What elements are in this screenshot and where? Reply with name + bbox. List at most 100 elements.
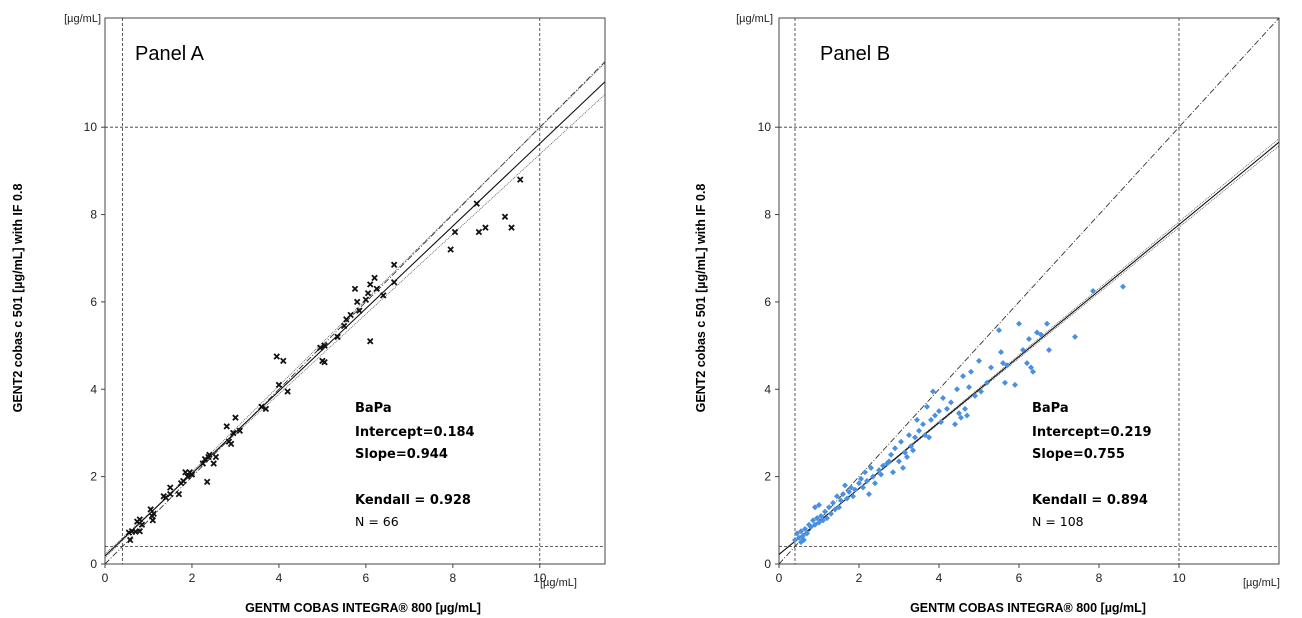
stats-kendall: Kendall = 0.928 bbox=[355, 493, 471, 508]
x-unit-label: [µg/mL] bbox=[1243, 577, 1280, 589]
data-point bbox=[900, 464, 906, 471]
data-point bbox=[362, 296, 370, 303]
data-point bbox=[844, 495, 850, 502]
data-point bbox=[804, 530, 810, 537]
data-point bbox=[816, 502, 822, 509]
y-tick-label: 4 bbox=[764, 382, 771, 396]
y-axis-label: GENT2 cobas c 501 [µg/mL] with IF 0.8 bbox=[11, 184, 25, 413]
data-point bbox=[232, 414, 239, 421]
data-point bbox=[800, 532, 806, 539]
data-point bbox=[932, 412, 938, 419]
data-point bbox=[236, 427, 244, 435]
data-point bbox=[206, 451, 213, 459]
data-point bbox=[930, 388, 936, 395]
data-point bbox=[356, 307, 363, 314]
data-point bbox=[273, 353, 280, 360]
data-point bbox=[814, 515, 820, 522]
data-point bbox=[351, 285, 359, 293]
data-point bbox=[914, 416, 920, 423]
data-point bbox=[862, 469, 868, 476]
data-point bbox=[223, 423, 230, 430]
x-tick-label: 8 bbox=[1096, 571, 1103, 585]
data-point bbox=[373, 285, 380, 293]
data-point bbox=[848, 484, 854, 491]
data-point bbox=[952, 421, 958, 428]
data-point bbox=[902, 449, 908, 456]
data-point bbox=[876, 467, 882, 474]
y-tick-label: 6 bbox=[90, 295, 97, 309]
y-tick-label: 0 bbox=[90, 557, 97, 571]
panel-title: Panel B bbox=[820, 43, 890, 65]
data-point bbox=[802, 526, 808, 533]
data-point bbox=[820, 517, 826, 524]
identity-line bbox=[105, 61, 605, 564]
ci-upper-line bbox=[105, 62, 605, 559]
data-point bbox=[1012, 381, 1018, 388]
data-point bbox=[340, 322, 348, 330]
data-point bbox=[199, 460, 207, 467]
data-point bbox=[812, 504, 818, 511]
stats-n: N = 66 bbox=[355, 514, 399, 529]
data-point bbox=[984, 379, 990, 386]
y-unit-label: [µg/mL] bbox=[64, 13, 101, 25]
x-axis-label: GENTM COBAS INTEGRA® 800 [µg/mL] bbox=[245, 601, 481, 615]
y-tick-label: 2 bbox=[90, 470, 97, 484]
data-point bbox=[188, 471, 196, 478]
data-point bbox=[880, 462, 886, 469]
data-point bbox=[258, 403, 265, 410]
data-point bbox=[912, 434, 918, 441]
data-point bbox=[1028, 364, 1034, 371]
data-point bbox=[812, 521, 818, 528]
data-point bbox=[904, 453, 910, 460]
data-point bbox=[826, 504, 832, 511]
x-tick-label: 4 bbox=[276, 571, 283, 585]
data-point bbox=[856, 480, 862, 487]
data-point bbox=[906, 432, 912, 439]
data-point bbox=[822, 508, 828, 515]
data-point bbox=[364, 289, 372, 297]
data-point bbox=[824, 515, 830, 522]
data-point bbox=[380, 292, 387, 299]
data-point bbox=[908, 443, 914, 450]
data-point bbox=[343, 316, 350, 323]
data-point bbox=[501, 213, 509, 220]
data-point bbox=[447, 246, 454, 253]
x-tick-label: 2 bbox=[189, 571, 196, 585]
data-point bbox=[898, 438, 904, 445]
panel-title: Panel A bbox=[135, 43, 205, 65]
data-point bbox=[482, 224, 489, 231]
data-point bbox=[275, 381, 283, 389]
data-point bbox=[203, 478, 211, 486]
data-point bbox=[834, 493, 840, 500]
data-point bbox=[968, 368, 974, 375]
x-tick-label: 4 bbox=[936, 571, 943, 585]
y-axis-label: GENT2 cobas c 501 [µg/mL] with IF 0.8 bbox=[694, 184, 708, 413]
x-axis-label: GENTM COBAS INTEGRA® 800 [µg/mL] bbox=[910, 601, 1146, 615]
data-point bbox=[1072, 333, 1078, 340]
data-point bbox=[846, 488, 852, 495]
y-tick-label: 8 bbox=[764, 208, 771, 222]
data-point bbox=[230, 429, 237, 437]
data-point bbox=[516, 176, 524, 183]
data-point bbox=[964, 412, 970, 419]
data-point bbox=[838, 497, 844, 504]
data-point bbox=[210, 460, 217, 467]
data-point bbox=[1034, 329, 1040, 336]
data-point bbox=[262, 405, 270, 413]
y-tick-label: 4 bbox=[90, 382, 97, 396]
data-point bbox=[954, 386, 960, 393]
plot-frame bbox=[104, 17, 606, 565]
data-point bbox=[816, 519, 822, 526]
data-point bbox=[892, 445, 898, 452]
data-point bbox=[280, 357, 287, 365]
y-tick-label: 6 bbox=[764, 295, 771, 309]
x-tick-label: 8 bbox=[449, 571, 456, 585]
data-point bbox=[371, 274, 378, 282]
data-point bbox=[958, 414, 964, 421]
data-point bbox=[870, 473, 876, 480]
panel-a: [µg/mL] [µg/mL] Panel A GENTM COBAS INTE… bbox=[11, 13, 606, 615]
data-point bbox=[860, 484, 866, 491]
data-point bbox=[792, 536, 798, 543]
x-tick-label: 2 bbox=[856, 571, 863, 585]
data-point bbox=[830, 499, 836, 506]
